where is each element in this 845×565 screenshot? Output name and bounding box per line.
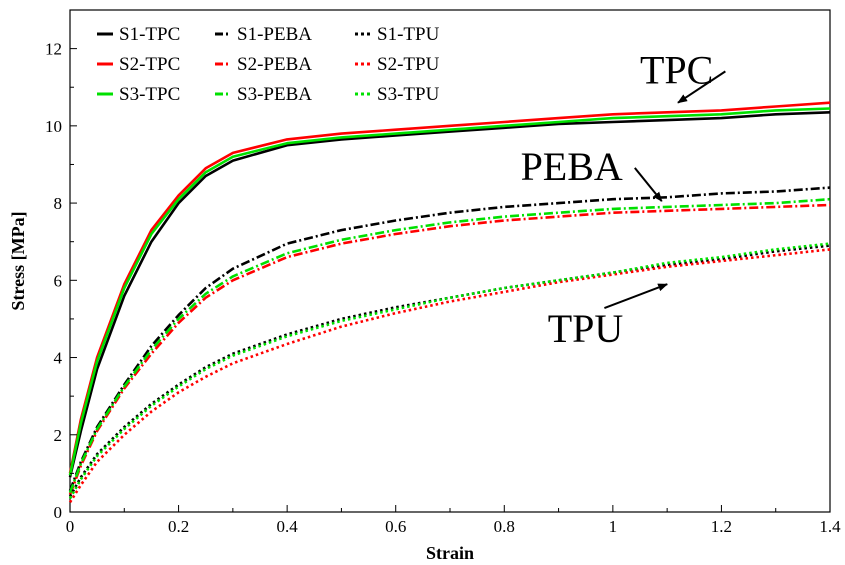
x-tick-label-3: 0.6 — [385, 517, 406, 536]
plot-area — [69, 9, 831, 513]
series-line-s1-tpu — [68, 244, 831, 498]
legend-label-s2-tpc: S2-TPC — [119, 54, 180, 75]
legend-label-s2-peba: S2-PEBA — [237, 54, 312, 75]
x-tick-label-1: 0.2 — [168, 517, 189, 536]
legend-label-s2-tpu: S2-TPU — [377, 54, 440, 75]
y-tick-label-3: 6 — [54, 271, 63, 290]
series-line-s2-tpc — [68, 101, 831, 474]
x-tick-label-5: 1 — [609, 517, 618, 536]
annotation-arrow-peba — [634, 167, 663, 202]
x-tick-label-0: 0 — [66, 517, 75, 536]
annotation-label-peba: PEBA — [521, 144, 623, 189]
axes: 0 0.2 0.4 0.6 0.8 1 1.2 1.4 0 2 4 6 8 10 12 — [45, 40, 841, 536]
y-tick-label-6: 12 — [45, 40, 62, 59]
data-curves — [68, 101, 831, 503]
series-line-s2-peba — [68, 203, 831, 496]
annotation-label-tpc: TPC — [640, 47, 713, 92]
x-tick-label-2: 0.4 — [277, 517, 299, 536]
series-line-s3-tpu — [68, 242, 831, 500]
annotation-arrow-tpu — [604, 283, 669, 310]
x-axis-title: Strain — [426, 543, 474, 563]
y-tick-label-0: 0 — [54, 503, 63, 522]
legend-label-s1-tpu: S1-TPU — [377, 24, 440, 45]
legend-label-s3-peba: S3-PEBA — [237, 84, 312, 105]
y-tick-label-5: 10 — [45, 117, 62, 136]
series-line-s2-tpu — [68, 248, 831, 503]
legend-label-s1-tpc: S1-TPC — [119, 24, 180, 45]
y-axis-title: Stress [MPa] — [8, 211, 28, 310]
annotation-label-tpu: TPU — [548, 306, 624, 351]
legend-label-s3-tpc: S3-TPC — [119, 84, 180, 105]
legend-label-s3-tpu: S3-TPU — [377, 84, 440, 105]
series-line-s3-tpc — [68, 107, 831, 476]
y-tick-label-2: 4 — [54, 349, 63, 368]
x-tick-label-7: 1.4 — [819, 517, 841, 536]
series-line-s1-tpc — [68, 111, 831, 478]
annotations: TPC PEBA TPU — [521, 47, 726, 351]
y-tick-label-1: 2 — [54, 426, 63, 445]
y-tick-label-4: 8 — [54, 194, 63, 213]
x-tick-label-4: 0.8 — [494, 517, 515, 536]
legend-label-s1-peba: S1-PEBA — [237, 24, 312, 45]
legend: S1-TPC S2-TPC S3-TPC S1-PEBA S2-PEBA S3-PEBA S… — [97, 24, 440, 105]
annotation-arrow-tpc — [677, 70, 726, 104]
x-tick-label-6: 1.2 — [711, 517, 732, 536]
series-line-s3-peba — [68, 197, 831, 494]
